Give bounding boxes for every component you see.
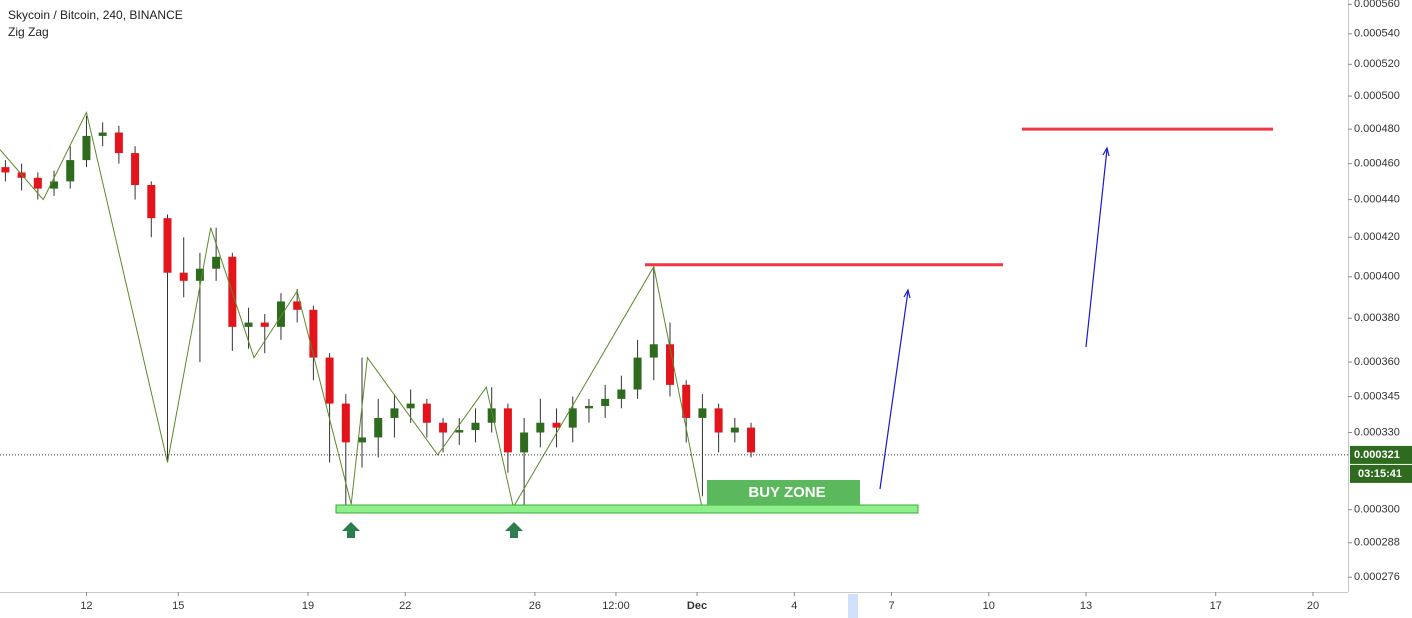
candle-body: [730, 427, 739, 433]
candle-body: [568, 408, 577, 428]
candle-body: [666, 344, 674, 385]
up-arrow-icon: [342, 522, 360, 538]
last-price-box: [1350, 445, 1412, 464]
candle-body: [617, 389, 626, 399]
candle-body: [536, 422, 545, 433]
zigzag-line: [0, 110, 703, 510]
projection-arrow: [879, 290, 909, 490]
y-tick-label: 0.000460: [1354, 158, 1400, 170]
x-tick-label: 26: [529, 600, 541, 612]
candle-body: [714, 408, 723, 433]
y-tick-label: 0.000300: [1354, 504, 1400, 516]
x-tick-label: 4: [791, 600, 797, 612]
up-arrow-icon: [505, 522, 523, 538]
candle-body: [98, 132, 107, 136]
x-tick-label: 17: [1210, 600, 1222, 612]
arrow-head: [903, 288, 911, 299]
x-tick-label: 22: [399, 600, 411, 612]
candle-body: [471, 422, 480, 431]
candle-body: [455, 430, 464, 433]
candle-body: [163, 218, 172, 273]
candle-body: [195, 268, 204, 281]
candle-body: [82, 135, 91, 161]
candle-body: [406, 403, 415, 409]
y-tick-label: 0.000400: [1354, 271, 1400, 283]
candle-body: [682, 384, 691, 418]
candle-body: [487, 408, 496, 423]
candle-body: [1, 167, 10, 173]
y-tick-label: 0.000480: [1354, 123, 1400, 135]
y-tick-label: 0.000330: [1354, 426, 1400, 438]
x-tick-label: 13: [1080, 600, 1092, 612]
y-tick-label: 0.000380: [1354, 312, 1400, 324]
y-tick-label: 0.000540: [1354, 28, 1400, 40]
candle-body: [374, 417, 383, 438]
countdown-label: 03:15:41: [1358, 468, 1402, 480]
candle-body: [390, 408, 399, 418]
indicator-name: Zig Zag: [8, 25, 49, 39]
candle-body: [33, 177, 42, 189]
x-tick-label: 19: [302, 600, 314, 612]
candle-body: [552, 422, 561, 428]
candle-body: [276, 301, 285, 327]
candle-body: [147, 184, 156, 219]
y-tick-label: 0.000345: [1354, 390, 1400, 402]
candle-body: [309, 309, 318, 358]
candle-body: [698, 408, 707, 418]
y-tick-label: 0.000276: [1354, 571, 1400, 583]
candle-body: [341, 403, 350, 443]
x-tick-label: 12:00: [602, 600, 630, 612]
candle-body: [584, 405, 593, 409]
candle-body: [244, 322, 253, 327]
buy-zone-label: BUY ZONE: [748, 484, 825, 501]
y-tick-label: 0.000500: [1354, 90, 1400, 102]
support-zone: [335, 504, 919, 514]
projection-arrow: [1085, 148, 1108, 348]
y-tick-label: 0.000520: [1354, 58, 1400, 70]
y-tick-label: 0.000288: [1354, 537, 1400, 549]
candle-body: [520, 432, 529, 453]
candle-body: [66, 160, 75, 182]
x-tick-label: 15: [172, 600, 184, 612]
candle-body: [260, 322, 269, 327]
candle-body: [747, 427, 756, 453]
x-tick-label: 7: [888, 600, 894, 612]
x-tick-label: 20: [1307, 600, 1319, 612]
y-tick-label: 0.000420: [1354, 231, 1400, 243]
x-tick-label: 10: [983, 600, 995, 612]
x-tick-label: 12: [80, 600, 92, 612]
candle-body: [439, 422, 448, 433]
y-tick-label: 0.000360: [1354, 356, 1400, 368]
candle-body: [601, 398, 610, 406]
time-highlight: [848, 594, 858, 618]
projection-arrows: [879, 146, 1110, 490]
arrow-head: [1102, 146, 1110, 157]
candle-body: [649, 344, 658, 358]
candle-body: [50, 181, 59, 189]
candle-body: [325, 357, 334, 404]
countdown-box: [1350, 464, 1412, 483]
candle-body: [503, 408, 512, 453]
candle-body: [131, 153, 140, 185]
candle-body: [212, 256, 221, 269]
candle-body: [358, 437, 367, 443]
x-tick-label: Dec: [687, 600, 707, 612]
y-tick-label: 0.000560: [1354, 0, 1400, 10]
last-price-label: 0.000321: [1354, 449, 1400, 461]
candle-body: [422, 403, 431, 423]
candle-body: [179, 272, 188, 281]
chart-title: Skycoin / Bitcoin, 240, BINANCE: [8, 8, 183, 22]
y-tick-label: 0.000440: [1354, 193, 1400, 205]
candle-body: [293, 301, 302, 310]
candle-body: [633, 357, 642, 390]
buy-zone-box: [707, 480, 860, 505]
candle-body: [114, 132, 123, 154]
